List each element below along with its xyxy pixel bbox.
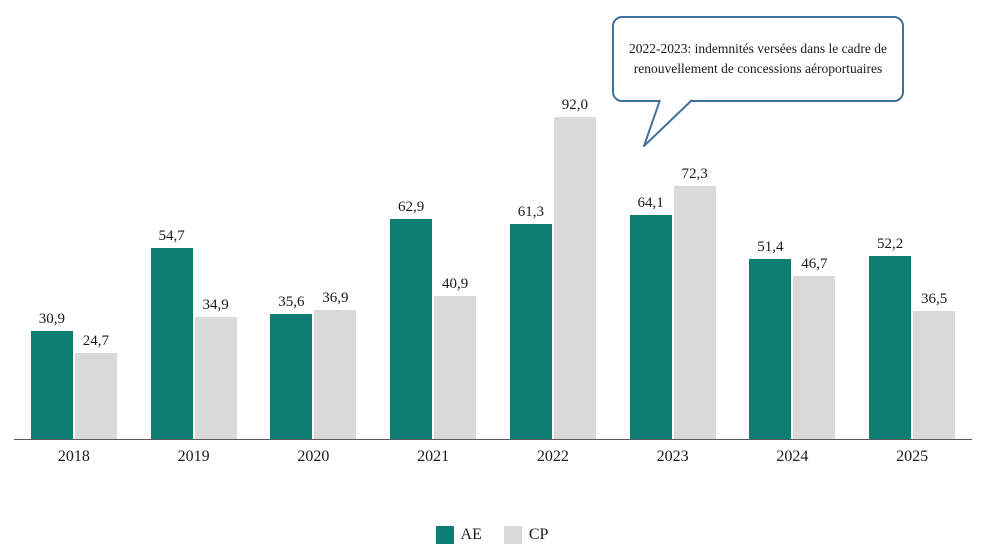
legend: AE CP xyxy=(0,526,984,544)
bar-column-cp: 92,0 xyxy=(553,97,596,439)
bar-group: 54,7 34,9 xyxy=(150,227,237,439)
callout-text: 2022-2023: indemnités versées dans le ca… xyxy=(629,41,887,76)
bar-cp xyxy=(913,311,956,439)
bar-column-cp: 46,7 xyxy=(793,255,836,439)
bar-column-cp: 72,3 xyxy=(673,165,716,439)
x-axis-label: 2023 xyxy=(656,448,689,465)
bar-ae xyxy=(749,259,792,439)
bar-column-cp: 24,7 xyxy=(74,332,117,439)
bar-group: 35,6 36,9 xyxy=(270,289,357,439)
bar-column-ae: 30,9 xyxy=(30,310,73,439)
callout-tail-icon xyxy=(643,99,693,147)
bar-group: 62,9 40,9 xyxy=(390,198,477,439)
bar-group: 30,9 24,7 xyxy=(30,310,117,439)
callout-bubble: 2022-2023: indemnités versées dans le ca… xyxy=(612,16,904,102)
legend-label: CP xyxy=(528,526,549,543)
x-axis-label: 2020 xyxy=(297,448,330,465)
value-label: 46,7 xyxy=(801,255,828,272)
bar-column-ae: 54,7 xyxy=(150,227,193,439)
value-label: 52,2 xyxy=(877,236,904,253)
bar-column-cp: 34,9 xyxy=(194,296,237,439)
bar-group: 64,1 72,3 xyxy=(629,165,716,439)
value-label: 30,9 xyxy=(38,310,65,327)
bar-column-ae: 35,6 xyxy=(270,294,313,439)
plot-area: 30,9 24,7 54,7 34,9 35,6 36,9 62,9 40,9 61,3 92,0… xyxy=(14,72,972,440)
value-label: 36,9 xyxy=(322,289,349,306)
legend-swatch-icon xyxy=(503,526,522,544)
value-label: 40,9 xyxy=(442,275,469,292)
value-label: 72,3 xyxy=(681,165,708,182)
bar-group: 52,2 36,5 xyxy=(869,236,956,439)
x-axis-label: 2019 xyxy=(177,448,210,465)
bar-cp xyxy=(194,316,237,439)
bar-cp xyxy=(553,117,596,439)
bar-ae xyxy=(509,224,552,439)
bar-column-ae: 64,1 xyxy=(629,194,672,439)
bar-column-cp: 40,9 xyxy=(434,275,477,439)
x-axis-label: 2022 xyxy=(536,448,569,465)
bar-column-cp: 36,5 xyxy=(913,291,956,439)
bar-cp xyxy=(314,309,357,439)
bar-ae xyxy=(30,330,73,439)
x-axis-label: 2024 xyxy=(776,448,809,465)
bar-cp xyxy=(673,185,716,439)
bar-group: 61,3 92,0 xyxy=(509,97,596,439)
value-label: 34,9 xyxy=(202,296,229,313)
value-label: 62,9 xyxy=(398,198,425,215)
value-label: 24,7 xyxy=(82,332,109,349)
bar-ae xyxy=(150,247,193,439)
value-label: 92,0 xyxy=(561,97,588,113)
value-label: 64,1 xyxy=(637,194,664,211)
bar-ae xyxy=(869,256,912,439)
bar-group: 51,4 46,7 xyxy=(749,239,836,439)
value-label: 61,3 xyxy=(517,204,544,221)
bar-cp xyxy=(434,295,477,439)
legend-item-cp: CP xyxy=(503,526,549,544)
bar-column-ae: 51,4 xyxy=(749,239,792,439)
legend-label: AE xyxy=(460,526,482,543)
bar-column-cp: 36,9 xyxy=(314,289,357,439)
bar-cp xyxy=(74,352,117,439)
x-axis-label: 2021 xyxy=(417,448,450,465)
bar-ae xyxy=(629,214,672,439)
legend-item-ae: AE xyxy=(435,526,482,544)
x-axis-label: 2025 xyxy=(896,448,929,465)
legend-swatch-icon xyxy=(435,526,454,544)
bar-cp xyxy=(793,275,836,439)
x-axis-label: 2018 xyxy=(57,448,90,465)
bar-column-ae: 62,9 xyxy=(390,198,433,439)
value-label: 54,7 xyxy=(158,227,185,244)
x-axis-labels: 2018 2019 2020 2021 2022 2023 2024 2025 xyxy=(14,448,972,466)
value-label: 51,4 xyxy=(757,239,784,256)
value-label: 35,6 xyxy=(278,294,305,311)
value-label: 36,5 xyxy=(921,291,948,308)
bar-column-ae: 61,3 xyxy=(509,204,552,439)
bar-ae xyxy=(270,314,313,439)
bar-column-ae: 52,2 xyxy=(869,236,912,439)
bar-ae xyxy=(390,218,433,439)
